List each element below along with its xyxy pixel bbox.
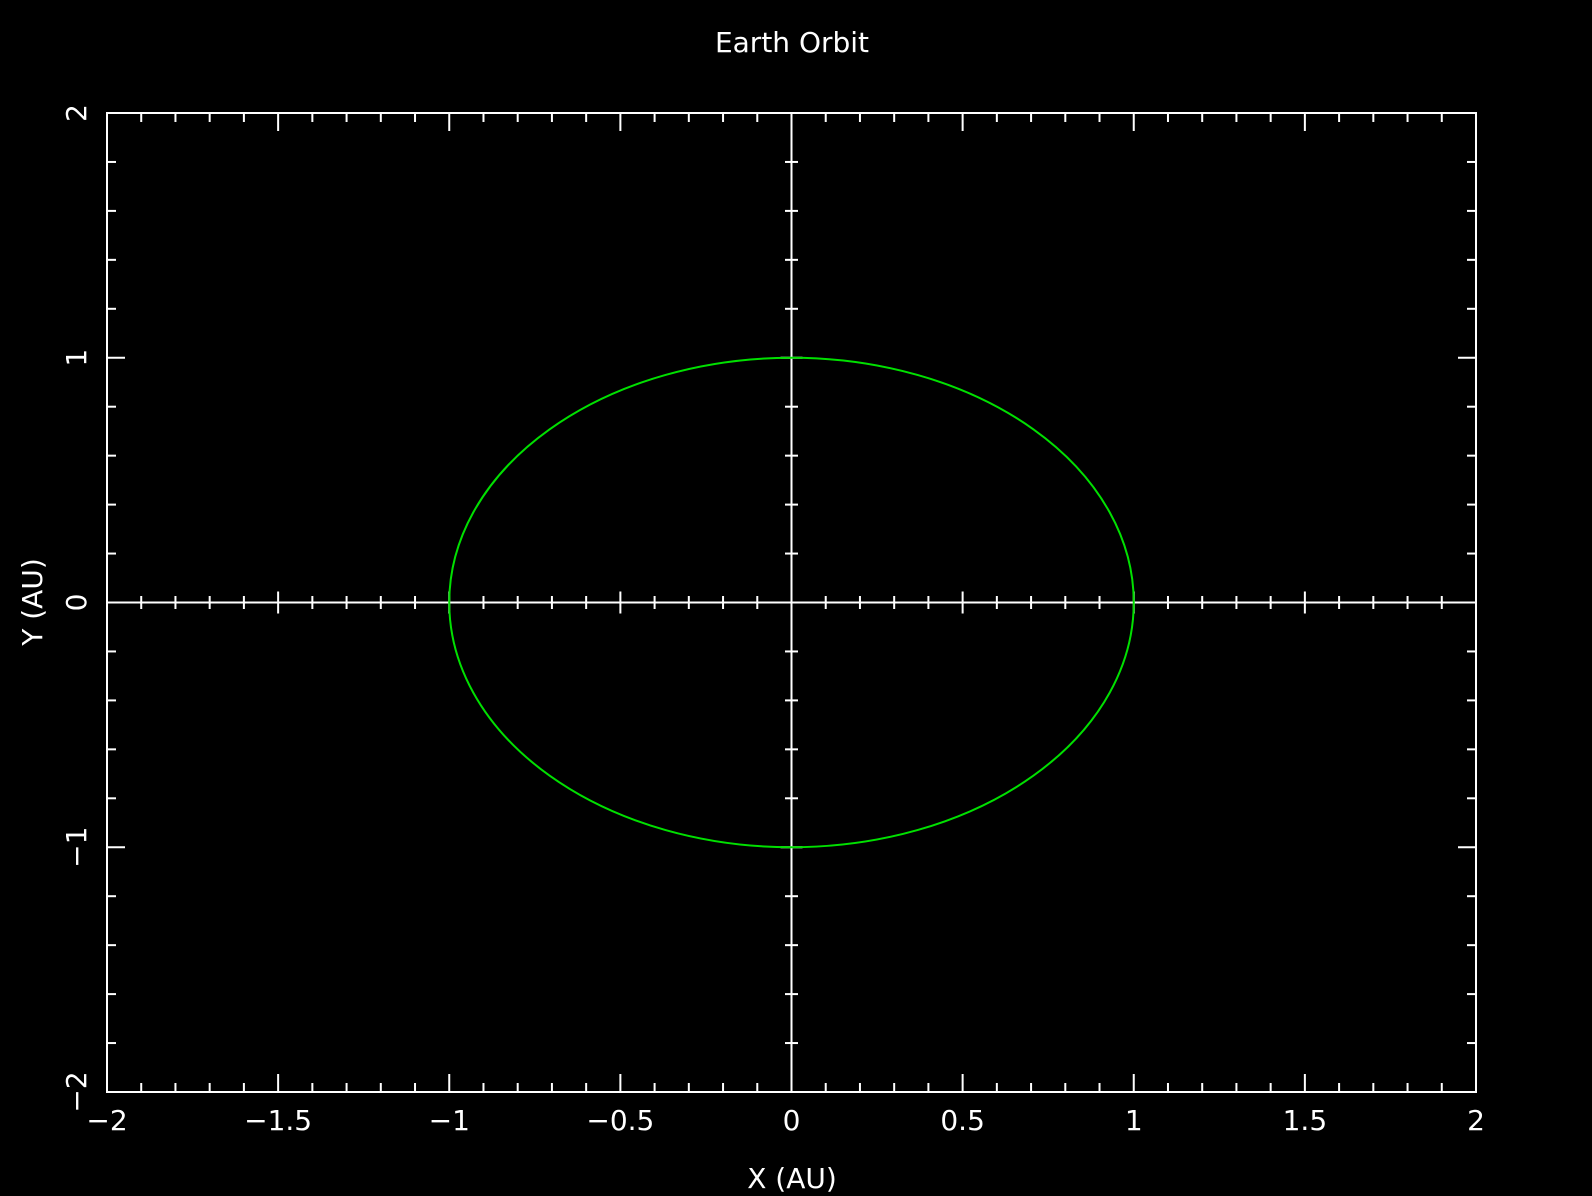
y-axis-label: Y (AU) [16, 558, 49, 647]
y-tick-label: 1 [60, 349, 93, 367]
orbit-line [448, 356, 1135, 849]
x-tick-label: 1.5 [1283, 1104, 1328, 1137]
y-tick-label: 2 [60, 104, 93, 122]
plot-frame [106, 112, 1477, 1093]
chart-title: Earth Orbit [715, 26, 869, 59]
y-tick-label: 0 [60, 594, 93, 612]
x-axis-label: X (AU) [747, 1162, 837, 1195]
x-tick-label: 0.5 [940, 1104, 985, 1137]
x-tick-label: −0.5 [586, 1104, 654, 1137]
x-tick-label: 1 [1125, 1104, 1143, 1137]
x-tick-label: 2 [1467, 1104, 1485, 1137]
series-layer [448, 356, 1135, 849]
x-tick-label: 0 [783, 1104, 801, 1137]
y-tick-label: −1 [60, 827, 93, 868]
x-tick-label: −1 [429, 1104, 470, 1137]
x-tick-label: −2 [86, 1104, 127, 1137]
zero-axes [107, 113, 1476, 1092]
y-tick-labels: −2 −1 0 1 2 [60, 104, 93, 1113]
x-tick-labels: −2 −1.5 −1 −0.5 0 0.5 1 1.5 2 [86, 1104, 1485, 1137]
x-tick-label: −1.5 [244, 1104, 312, 1137]
y-tick-label: −2 [60, 1071, 93, 1112]
